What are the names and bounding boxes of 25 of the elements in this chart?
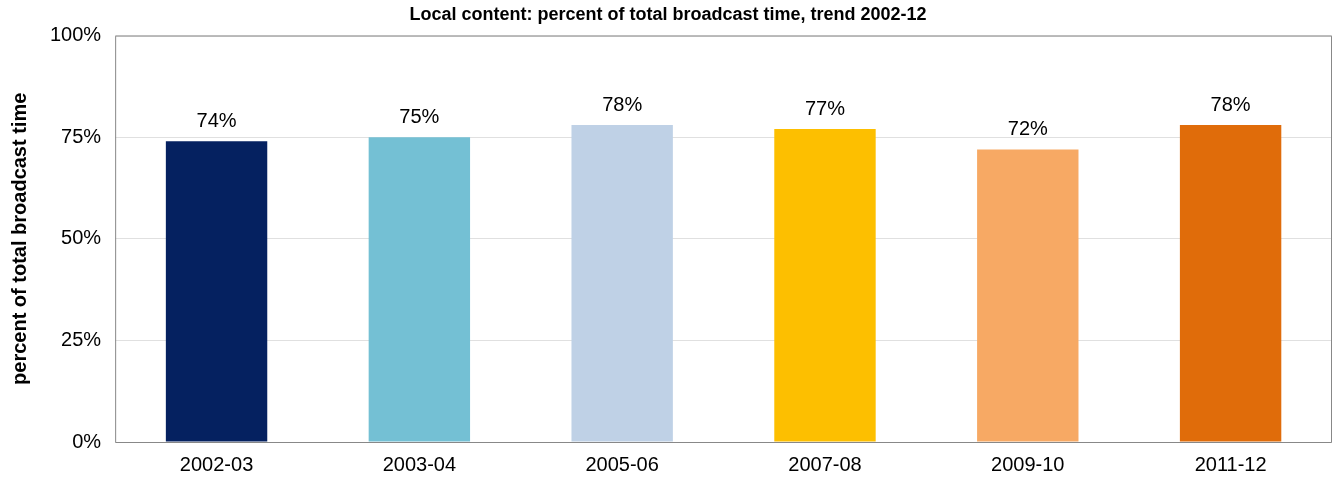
x-tick-label: 2005-06 <box>585 452 659 475</box>
bar <box>1179 125 1282 442</box>
data-label: 77% <box>804 96 846 119</box>
bar <box>165 141 268 442</box>
bar <box>774 129 876 442</box>
y-tick-label: 100% <box>50 23 102 46</box>
x-tick-label: 2003-04 <box>382 452 457 475</box>
chart-title: Local content: percent of total broadcast time, trend 2002-12 <box>409 3 927 24</box>
y-tick-label: 75% <box>61 124 102 147</box>
data-label: 74% <box>196 108 237 131</box>
bar <box>977 149 1079 442</box>
y-tick-label: 0% <box>72 429 102 452</box>
data-label: 75% <box>399 104 440 127</box>
bar <box>368 137 471 442</box>
x-tick-label: 2011-12 <box>1194 452 1267 475</box>
data-label: 72% <box>1007 116 1049 139</box>
x-tick-label: 2002-03 <box>179 452 254 475</box>
y-tick-label: 50% <box>61 226 102 249</box>
data-label: 78% <box>1210 92 1251 115</box>
data-label: 78% <box>602 92 643 115</box>
y-tick-label: 25% <box>61 327 102 350</box>
x-tick-label: 2007-08 <box>788 452 862 475</box>
x-tick-label: 2009-10 <box>991 452 1065 475</box>
bar <box>571 125 673 442</box>
y-axis-title: percent of total broadcast time <box>7 92 30 385</box>
